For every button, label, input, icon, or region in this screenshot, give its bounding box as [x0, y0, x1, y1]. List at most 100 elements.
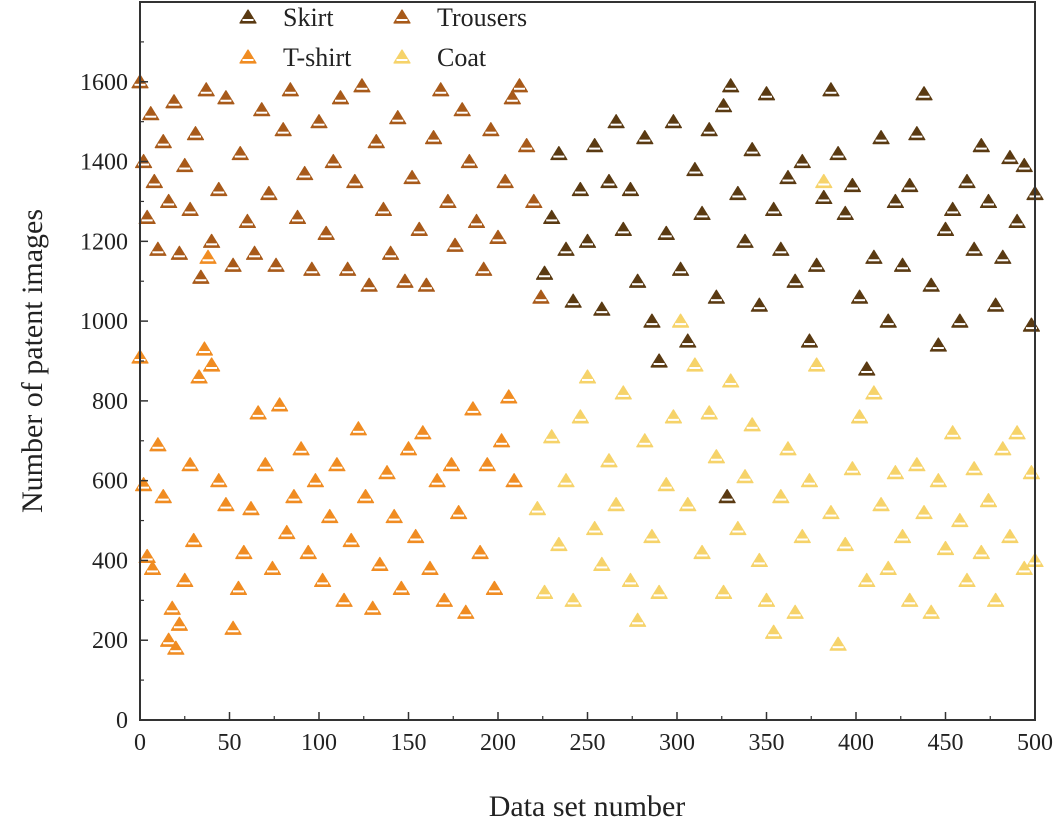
data-point-coat	[808, 357, 826, 372]
data-point-coat	[915, 504, 933, 520]
data-point-coat	[614, 385, 632, 400]
data-point-t-shirt	[199, 249, 217, 264]
data-point-t-shirt	[349, 421, 367, 436]
data-point-coat	[571, 409, 589, 424]
data-point-trousers	[475, 261, 493, 276]
data-point-t-shirt	[263, 560, 282, 576]
data-point-trousers	[424, 130, 443, 145]
legend-marker-icon	[239, 9, 257, 24]
data-point-trousers	[525, 193, 543, 209]
data-point-skirt	[707, 289, 725, 304]
data-point-t-shirt	[256, 457, 274, 472]
data-point-trousers	[496, 173, 514, 189]
data-point-coat	[800, 473, 819, 488]
data-point-coat	[693, 544, 711, 560]
data-point-t-shirt	[167, 640, 185, 655]
data-point-t-shirt	[505, 473, 523, 488]
data-point-coat	[958, 572, 976, 587]
data-point-skirt	[879, 313, 897, 328]
data-point-trousers	[176, 157, 194, 173]
data-point-skirt	[865, 249, 883, 264]
data-point-coat	[550, 536, 568, 552]
data-point-t-shirt	[278, 524, 296, 540]
data-point-trousers	[149, 241, 167, 256]
data-point-skirt	[643, 313, 661, 328]
data-point-coat	[972, 544, 990, 560]
data-point-trousers	[439, 193, 457, 209]
data-point-trousers	[310, 114, 328, 129]
legend: Skirt Trousers T-shirt Coat	[239, 3, 527, 72]
data-point-t-shirt	[292, 441, 310, 456]
data-point-trousers	[288, 209, 307, 224]
data-point-coat	[621, 572, 640, 587]
data-point-skirt	[614, 221, 632, 236]
data-point-coat	[944, 425, 962, 440]
data-point-t-shirt	[210, 473, 228, 488]
data-point-coat	[843, 461, 862, 476]
data-point-skirt	[578, 233, 597, 248]
data-point-trousers	[460, 153, 478, 169]
data-point-coat	[671, 313, 690, 328]
y-tick-label: 800	[92, 389, 128, 415]
data-point-trousers	[267, 257, 285, 272]
data-point-trousers	[303, 261, 321, 276]
legend-marker-icon	[393, 49, 411, 64]
legend-item-trousers: Trousers	[393, 3, 527, 32]
data-point-t-shirt	[181, 457, 199, 472]
data-point-t-shirt	[249, 405, 267, 420]
data-point-t-shirt	[421, 560, 439, 576]
data-point-skirt	[686, 161, 704, 177]
data-point-coat	[643, 528, 661, 544]
data-point-coat	[686, 357, 704, 372]
data-point-skirt	[808, 257, 826, 272]
data-point-t-shirt	[500, 389, 518, 404]
data-point-trousers	[186, 126, 205, 141]
data-point-t-shirt	[143, 560, 162, 576]
data-point-skirt	[671, 261, 690, 276]
data-point-t-shirt	[321, 508, 339, 524]
data-point-trousers	[453, 102, 471, 117]
legend-label: Skirt	[283, 3, 334, 32]
x-tick-label: 300	[659, 730, 695, 756]
data-point-skirt	[915, 86, 933, 101]
data-point-t-shirt	[242, 500, 260, 516]
data-point-coat	[707, 449, 725, 464]
data-point-coat	[908, 457, 926, 472]
data-point-skirt	[829, 145, 847, 161]
data-point-trousers	[374, 201, 393, 217]
data-point-trousers	[197, 82, 215, 97]
data-point-skirt	[779, 169, 797, 185]
data-point-trousers	[203, 233, 221, 248]
data-point-t-shirt	[170, 616, 188, 631]
data-point-coat	[600, 453, 618, 468]
data-point-t-shirt	[385, 508, 403, 524]
data-point-t-shirt	[399, 441, 418, 456]
data-point-trousers	[238, 213, 256, 228]
data-point-skirt	[543, 209, 561, 224]
data-point-skirt	[965, 241, 983, 256]
data-point-coat	[586, 520, 604, 536]
data-point-trousers	[446, 237, 464, 252]
data-point-trousers	[210, 181, 228, 197]
data-point-skirt	[535, 265, 554, 280]
legend-item-skirt: Skirt	[239, 3, 334, 32]
y-tick-label: 400	[92, 548, 128, 574]
x-tick-label: 500	[1017, 730, 1053, 756]
data-point-trousers	[138, 209, 156, 224]
data-point-skirt	[872, 130, 890, 145]
legend-item-coat: Coat	[393, 43, 487, 72]
data-point-skirt	[944, 201, 962, 217]
data-point-coat	[593, 556, 611, 572]
data-point-t-shirt	[217, 497, 235, 512]
x-tick-label: 250	[570, 730, 606, 756]
data-point-trousers	[296, 165, 314, 181]
data-point-t-shirt	[149, 437, 167, 452]
data-point-skirt	[1015, 157, 1033, 173]
y-tick-label: 1000	[80, 309, 128, 335]
data-point-t-shirt	[313, 572, 332, 587]
data-point-t-shirt	[306, 473, 325, 488]
data-point-skirt	[994, 249, 1012, 264]
x-tick-label: 150	[391, 730, 427, 756]
